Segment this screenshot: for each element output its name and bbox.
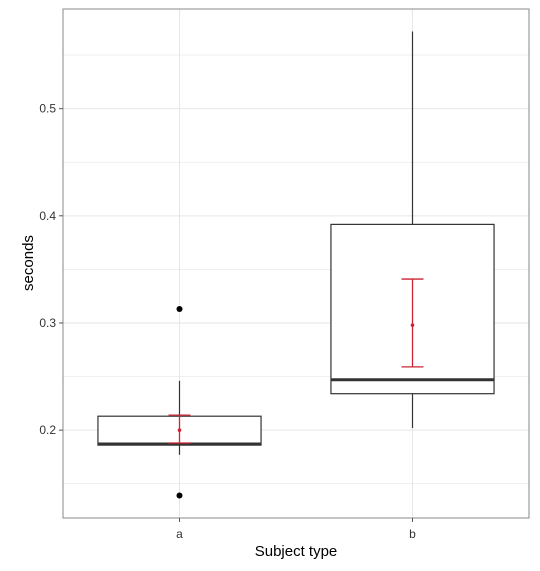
mean-point: [177, 428, 182, 432]
axes: 0.2 0.3 0.4 0.5 a b: [39, 102, 416, 541]
y-tick-label: 0.5: [39, 102, 56, 116]
box-marks: [97, 31, 495, 499]
x-tick-label: a: [176, 527, 183, 541]
y-tick-label: 0.4: [39, 209, 56, 223]
outlier-point: [176, 492, 183, 499]
x-axis-title: Subject type: [255, 543, 338, 560]
y-tick-label: 0.2: [39, 423, 56, 437]
panel-border: [62, 8, 530, 519]
mean-point: [410, 323, 415, 327]
outlier-point: [176, 306, 183, 313]
y-axis-title: seconds: [20, 235, 37, 291]
y-tick-label: 0.3: [39, 316, 56, 330]
x-tick-label: b: [409, 527, 416, 541]
